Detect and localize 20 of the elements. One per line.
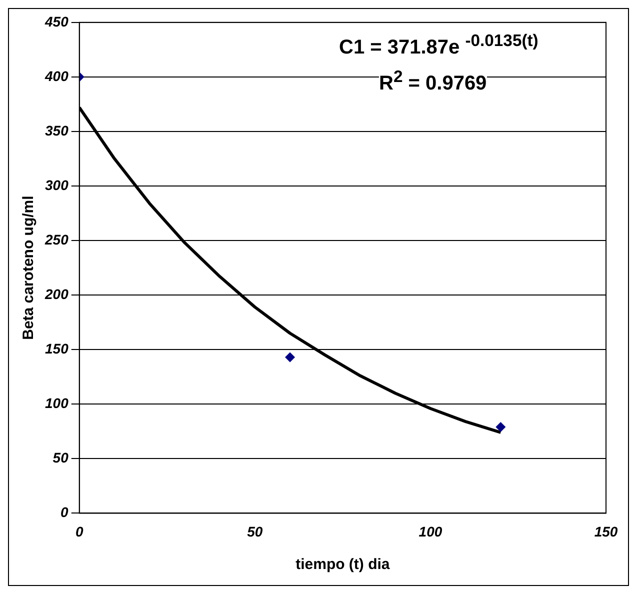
annotation: C1 = 371.87e $^{-0.0135(t)}$ [339, 31, 538, 60]
y-tick-label: 150 [45, 340, 69, 356]
y-tick-label: 100 [45, 394, 69, 411]
y-tick-label: 300 [45, 176, 69, 193]
point [285, 352, 296, 362]
x-tick-label: 0 [75, 523, 84, 540]
y-tick-label: 200 [44, 286, 69, 302]
annotation: R$^{2}$ = 0.9769 [379, 67, 487, 96]
y-tick-label: 0 [60, 504, 69, 520]
x-axis-title: tiempo (t) dia [296, 556, 390, 574]
x-tick-label: 50 [247, 523, 263, 540]
x-tick-label: 150 [594, 523, 618, 540]
y-tick-label: 350 [45, 122, 69, 138]
point [496, 422, 506, 432]
y-tick-label: 50 [52, 450, 69, 466]
y-tick-label: 250 [44, 231, 69, 248]
y-axis-title: Beta caroteno ug/ml [20, 196, 38, 340]
x-tick-label: 100 [418, 523, 442, 540]
y-tick-label: 400 [44, 68, 69, 84]
y-tick-label: 450 [44, 13, 69, 30]
